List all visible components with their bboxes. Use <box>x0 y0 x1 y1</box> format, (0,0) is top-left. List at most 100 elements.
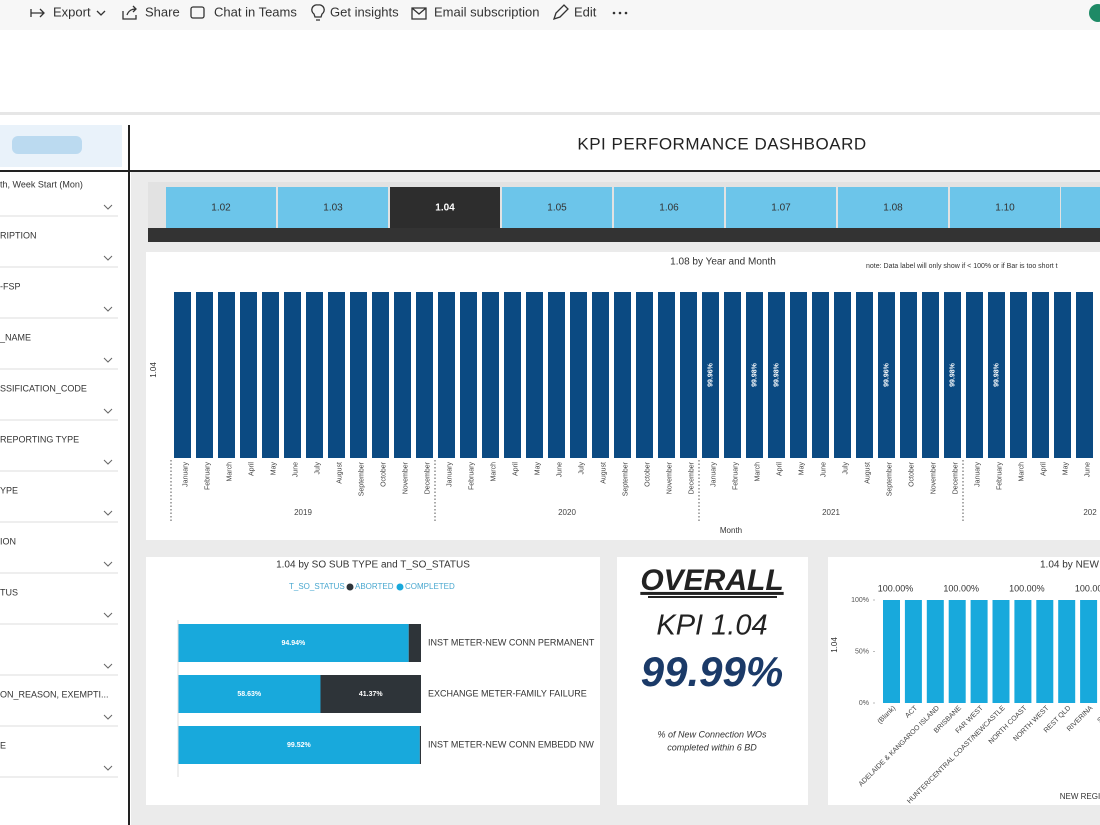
tab[interactable] <box>390 187 500 228</box>
x-tick-label: January <box>182 462 189 487</box>
tab[interactable] <box>1061 187 1100 228</box>
tab-label[interactable]: 1.02 <box>211 203 231 214</box>
x-tick-label: May <box>1062 462 1069 476</box>
data-label: 99.96% <box>883 362 890 387</box>
bar <box>548 292 565 458</box>
filter-dropdown[interactable] <box>103 612 113 618</box>
tab[interactable] <box>838 187 948 228</box>
bar <box>1058 600 1076 703</box>
x-tick-label: February <box>468 462 475 491</box>
share-icon[interactable] <box>122 5 137 20</box>
filter-dropdown[interactable] <box>103 765 113 771</box>
more-icon[interactable] <box>612 11 628 15</box>
x-tick-label: December <box>952 461 959 494</box>
tab-label[interactable]: 1.06 <box>659 203 679 214</box>
bar <box>306 292 323 458</box>
toolbar-button[interactable]: Get insights <box>330 4 399 19</box>
teams-icon[interactable] <box>190 6 205 19</box>
data-label: 94.94% <box>281 640 306 647</box>
x-tick-label: March <box>1018 462 1025 482</box>
card <box>617 557 808 805</box>
toolbar-button[interactable]: Share <box>145 4 180 19</box>
tab[interactable] <box>502 187 612 228</box>
tab-label[interactable]: 1.08 <box>883 203 903 214</box>
bar <box>768 292 785 458</box>
x-axis-title: Month <box>720 526 742 535</box>
bar <box>702 292 719 458</box>
export-icon[interactable] <box>30 8 45 18</box>
tab-label[interactable]: 1.10 <box>995 203 1015 214</box>
filter-dropdown[interactable] <box>103 204 113 210</box>
filter-dropdown[interactable] <box>103 408 113 414</box>
x-tick-label: June <box>1084 462 1091 477</box>
bar-segment <box>178 726 420 764</box>
edit-icon[interactable] <box>552 4 569 21</box>
insights-icon[interactable] <box>311 4 325 21</box>
data-label: 99.96% <box>707 362 714 387</box>
tab[interactable] <box>166 187 276 228</box>
data-label: 100.00% <box>943 583 979 593</box>
tab-label[interactable]: 1.05 <box>547 203 567 214</box>
bar <box>680 292 697 458</box>
legend-marker <box>396 583 404 591</box>
bar <box>240 292 257 458</box>
filter-label: YPE <box>0 485 18 495</box>
filter-label: TUS <box>0 587 18 597</box>
filter-label: _NAME <box>0 332 31 342</box>
data-label: 99.98% <box>751 362 758 387</box>
bar <box>416 292 433 458</box>
filter-dropdown[interactable] <box>103 510 113 516</box>
legend-marker <box>346 583 354 591</box>
tab-label[interactable]: 1.07 <box>771 203 791 214</box>
filter-dropdown[interactable] <box>103 357 113 363</box>
data-label: 100.00% <box>878 583 914 593</box>
filter-label: SSIFICATION_CODE <box>0 383 87 393</box>
tab-label[interactable]: 1.04 <box>435 203 455 214</box>
toolbar-button[interactable]: Export <box>53 4 91 19</box>
tab[interactable] <box>614 187 724 228</box>
filter-dropdown[interactable] <box>103 255 113 261</box>
toolbar-button[interactable]: Chat in Teams <box>214 4 297 19</box>
x-tick-label: February <box>732 462 739 491</box>
export-chevron[interactable] <box>96 10 106 16</box>
avatar[interactable] <box>1089 4 1100 22</box>
email-icon[interactable] <box>411 7 427 20</box>
filter-dropdown[interactable] <box>103 561 113 567</box>
tab-underbar <box>148 228 1100 242</box>
dot <box>618 11 622 15</box>
bar <box>218 292 235 458</box>
toolbar-button[interactable]: Edit <box>574 4 597 19</box>
x-tick-label: April <box>248 462 255 476</box>
x-tick-label: April <box>1040 462 1047 476</box>
tab[interactable] <box>278 187 388 228</box>
bar <box>482 292 499 458</box>
bar <box>790 292 807 458</box>
x-tick-label: August <box>336 462 343 484</box>
y-axis-title: 1.04 <box>830 637 839 653</box>
data-label: 99.52% <box>287 742 312 749</box>
filter-dropdown[interactable] <box>103 714 113 720</box>
x-tick-label: March <box>490 462 497 482</box>
x-tick-label: February <box>204 462 211 491</box>
x-tick-label: January <box>710 462 717 487</box>
bar <box>948 600 966 703</box>
tab[interactable] <box>726 187 836 228</box>
filter-dropdown[interactable] <box>103 663 113 669</box>
filter-dropdown[interactable] <box>103 459 113 465</box>
tab-label[interactable]: 1.03 <box>323 203 343 214</box>
filter-dropdown[interactable] <box>103 306 113 312</box>
kpi-caption: completed within 6 BD <box>667 742 757 752</box>
kpi-heading: OVERALL <box>640 564 783 597</box>
toolbar-button[interactable]: Email subscription <box>434 4 540 19</box>
dot <box>612 11 616 15</box>
bar <box>1076 292 1093 458</box>
bar <box>1080 600 1098 703</box>
chart-note: note: Data label will only show if < 100… <box>866 263 1058 270</box>
x-tick-label: January <box>446 462 453 487</box>
bar <box>438 292 455 458</box>
tab[interactable] <box>950 187 1060 228</box>
y-tick-label: 100% <box>851 597 869 604</box>
x-tick-label: April <box>512 462 519 476</box>
bar <box>372 292 389 458</box>
